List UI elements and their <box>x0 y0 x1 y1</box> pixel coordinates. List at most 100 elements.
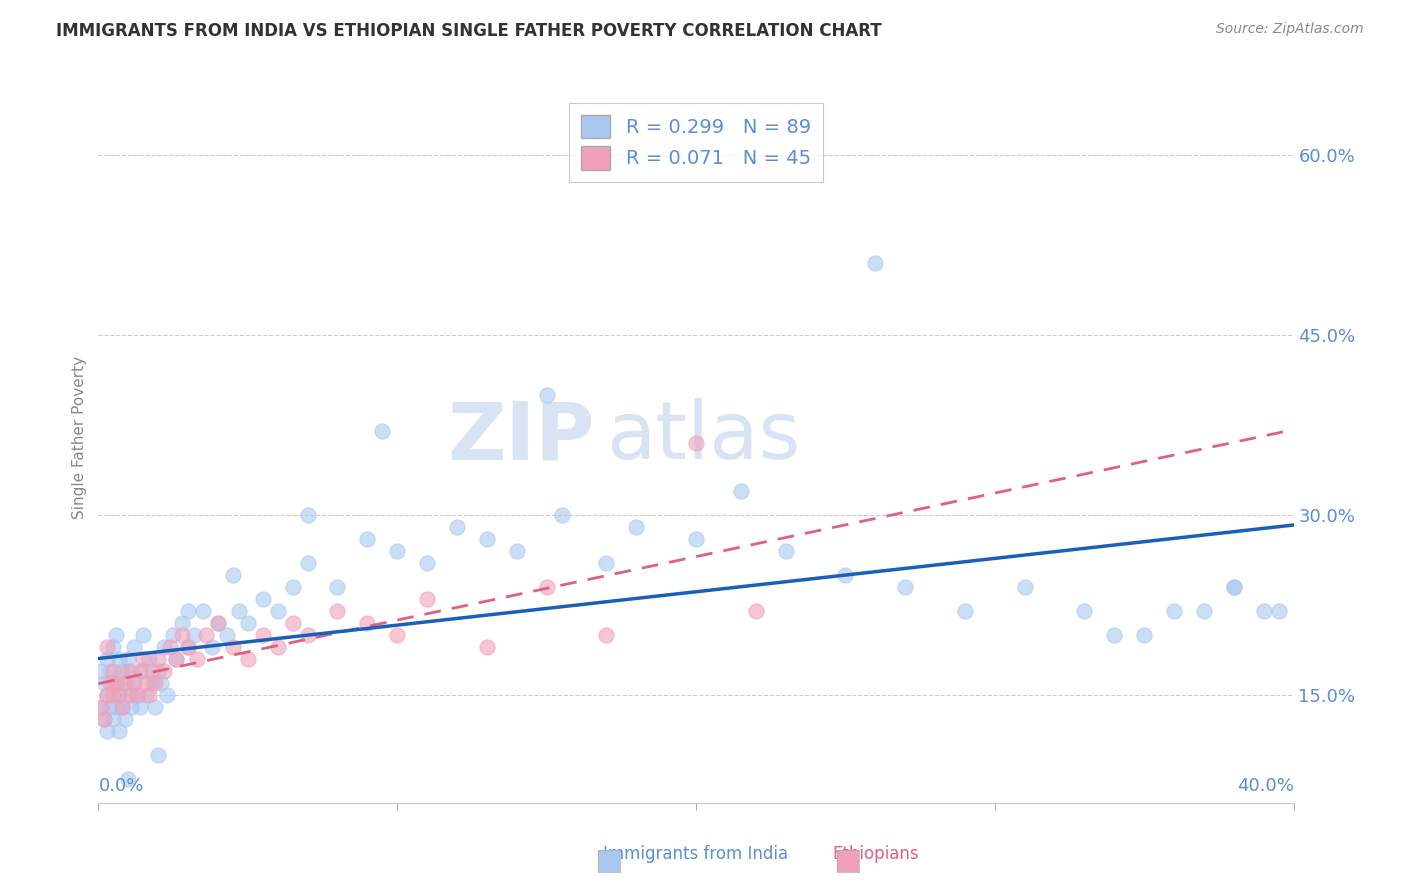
Point <box>281 615 304 630</box>
Point <box>132 628 155 642</box>
Point <box>1223 580 1246 594</box>
Point <box>153 664 176 678</box>
Point <box>124 640 146 654</box>
Point <box>506 544 529 558</box>
Point <box>222 640 245 654</box>
Point <box>148 664 170 678</box>
Point <box>326 604 349 618</box>
Point <box>90 699 112 714</box>
Point <box>595 556 617 570</box>
Point <box>148 747 170 762</box>
Point <box>475 532 498 546</box>
Point <box>385 628 409 642</box>
Point <box>177 640 200 654</box>
Point <box>117 688 139 702</box>
Point <box>103 640 125 654</box>
Point <box>416 591 439 606</box>
Point <box>127 688 149 702</box>
Point <box>117 772 139 786</box>
Point <box>228 604 250 618</box>
Point <box>111 699 134 714</box>
Point <box>536 580 558 594</box>
Point <box>1192 604 1215 618</box>
Point <box>93 712 115 726</box>
Point <box>252 591 274 606</box>
Point <box>165 652 187 666</box>
Text: 40.0%: 40.0% <box>1237 777 1294 795</box>
Point <box>98 664 122 678</box>
Point <box>685 436 707 450</box>
Point <box>356 532 378 546</box>
Point <box>156 688 179 702</box>
Point <box>1163 604 1185 618</box>
Point <box>90 664 112 678</box>
Point <box>416 556 439 570</box>
Point <box>165 652 187 666</box>
Point <box>297 508 319 522</box>
Point <box>215 628 238 642</box>
Point <box>222 568 245 582</box>
Point <box>105 676 128 690</box>
Point <box>953 604 976 618</box>
Point <box>141 664 163 678</box>
Point <box>98 699 122 714</box>
Point <box>183 628 205 642</box>
Point <box>105 699 128 714</box>
Point <box>120 699 142 714</box>
Point <box>207 615 229 630</box>
Point <box>105 676 128 690</box>
Text: 0.0%: 0.0% <box>98 777 143 795</box>
Point <box>297 556 319 570</box>
Point <box>207 615 229 630</box>
Point <box>96 652 118 666</box>
Point <box>135 688 157 702</box>
Point <box>267 604 290 618</box>
Point <box>172 628 194 642</box>
Point <box>595 628 617 642</box>
Point <box>90 699 112 714</box>
Point <box>114 712 136 726</box>
Point <box>117 652 139 666</box>
Point <box>117 664 139 678</box>
Point <box>356 615 378 630</box>
Point <box>281 580 304 594</box>
Point <box>120 688 142 702</box>
Point <box>103 676 125 690</box>
Point <box>108 688 131 702</box>
Point <box>385 544 409 558</box>
Point <box>371 424 394 438</box>
Point <box>150 676 173 690</box>
Y-axis label: Single Father Poverty: Single Father Poverty <box>72 356 87 518</box>
Point <box>132 652 155 666</box>
Point <box>120 664 142 678</box>
Point <box>153 640 176 654</box>
Point <box>252 628 274 642</box>
Point <box>236 652 259 666</box>
Text: IMMIGRANTS FROM INDIA VS ETHIOPIAN SINGLE FATHER POVERTY CORRELATION CHART: IMMIGRANTS FROM INDIA VS ETHIOPIAN SINGL… <box>56 22 882 40</box>
Point <box>446 520 468 534</box>
Point <box>626 520 648 534</box>
Point <box>1073 604 1095 618</box>
Point <box>536 388 558 402</box>
Point <box>148 652 170 666</box>
Point <box>103 664 125 678</box>
Text: atlas: atlas <box>606 398 800 476</box>
Point <box>129 699 152 714</box>
Point <box>201 640 224 654</box>
Point <box>162 628 184 642</box>
Point <box>132 664 155 678</box>
Point <box>96 688 118 702</box>
Point <box>1253 604 1275 618</box>
Point <box>138 688 160 702</box>
Point <box>834 568 856 582</box>
Point <box>108 688 131 702</box>
Point <box>1223 580 1246 594</box>
Point <box>297 628 319 642</box>
Point <box>138 652 160 666</box>
Point <box>1267 604 1289 618</box>
Point <box>186 652 208 666</box>
Point <box>124 676 146 690</box>
Point <box>159 640 181 654</box>
Point <box>865 256 887 270</box>
Point <box>775 544 797 558</box>
